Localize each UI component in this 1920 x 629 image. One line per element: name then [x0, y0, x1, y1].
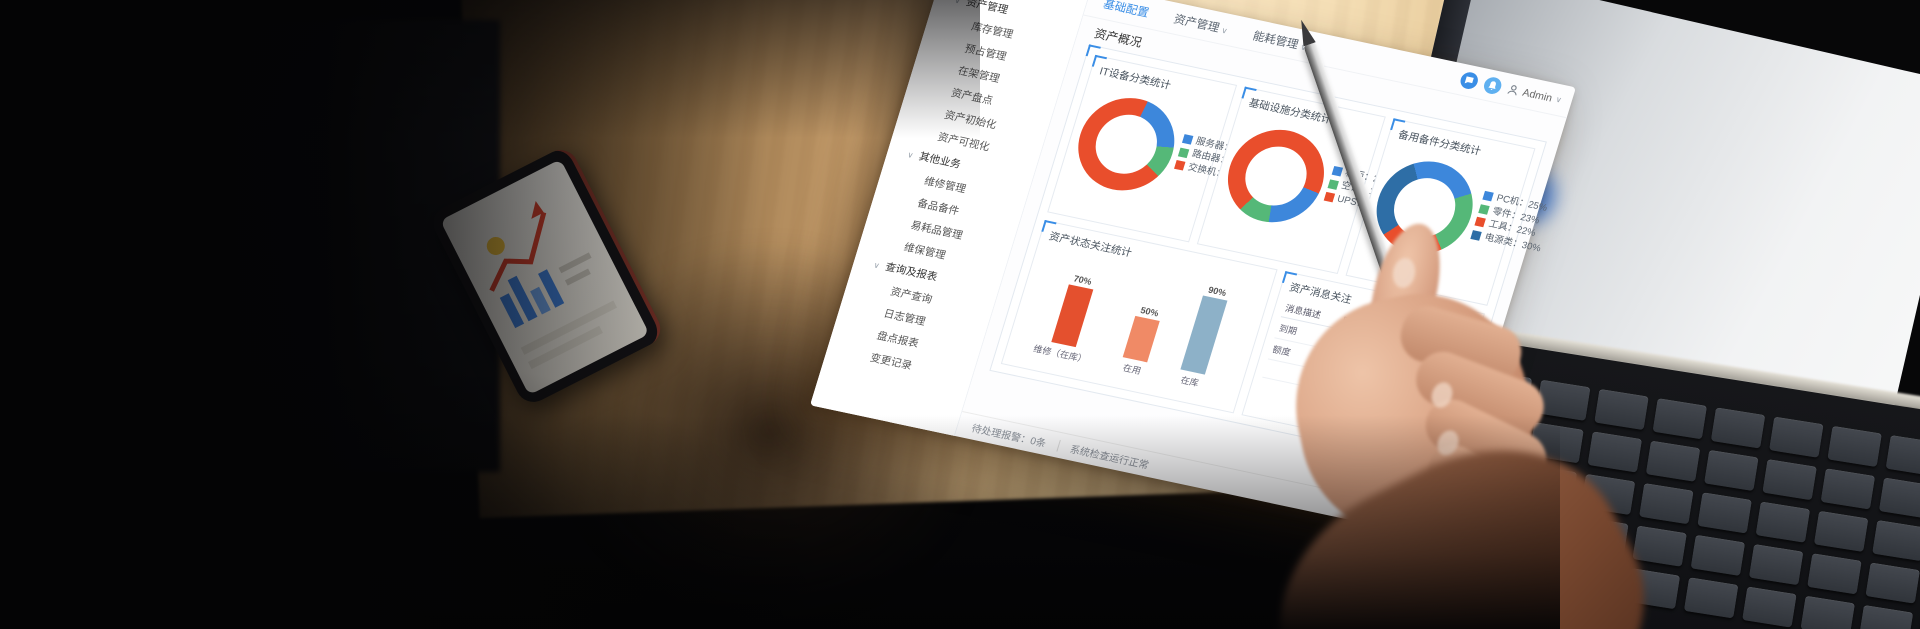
laptop-key	[1885, 434, 1920, 477]
legend-swatch	[1327, 178, 1339, 190]
legend-swatch	[1331, 165, 1343, 177]
caret-down-icon: ∨	[1554, 94, 1563, 105]
bar-category-label: 在用	[1121, 362, 1143, 377]
laptop-key	[1638, 482, 1694, 525]
laptop-key	[1820, 468, 1876, 510]
laptop-key	[1594, 388, 1649, 431]
legend-swatch	[1470, 230, 1483, 241]
caret-down-icon: ∨	[1220, 25, 1229, 36]
bell-icon[interactable]	[1482, 75, 1504, 96]
laptop-key	[1690, 534, 1746, 577]
caret-down-icon: ∨	[872, 260, 881, 271]
bar-group: 90% 在库	[1176, 281, 1232, 390]
bar	[1180, 295, 1228, 375]
bar-group: 70% 维修（在库）	[1032, 251, 1117, 366]
bar-category-label: 维修（在库）	[1032, 343, 1088, 365]
laptop-key	[1742, 586, 1797, 628]
chart-legend: 服务器：20% 路由器：11% 交换机：69%	[1173, 132, 1253, 184]
user-label: Admin	[1521, 86, 1554, 104]
legend-swatch	[1323, 191, 1335, 203]
user-menu[interactable]: Admin ∨	[1506, 83, 1563, 106]
laptop-key	[1878, 477, 1920, 519]
nav-tab[interactable]: 能耗管理∨	[1251, 27, 1309, 54]
legend-swatch	[1474, 217, 1487, 228]
laptop-key	[1755, 501, 1811, 543]
legend-swatch	[1174, 160, 1186, 171]
donut-chart	[1066, 89, 1187, 200]
legend-swatch	[1178, 147, 1190, 158]
donut-chart	[1215, 121, 1336, 231]
donut-hole	[1088, 109, 1165, 180]
laptop-key	[1632, 525, 1687, 567]
sidebar-item-label: 变更记录	[868, 351, 914, 373]
message-icon[interactable]	[1458, 70, 1481, 91]
laptop-key	[1865, 562, 1920, 604]
laptop-key	[1645, 440, 1701, 482]
legend-swatch	[1181, 134, 1194, 145]
nav-tab[interactable]: 基础配置	[1102, 0, 1152, 20]
legend-swatch	[1478, 204, 1491, 215]
laptop-key	[1587, 431, 1643, 473]
laptop-key	[1748, 543, 1804, 586]
nav-tab-label: 基础配置	[1101, 0, 1151, 20]
chart-legend: PC机：25% 零件：23% 工具：22% 电源类：30%	[1470, 189, 1548, 254]
laptop-key	[1768, 416, 1824, 458]
donut-hole	[1237, 140, 1314, 212]
laptop-key	[1703, 449, 1759, 492]
pie-chart: 服务器：20% 路由器：11% 交换机：69%	[1066, 82, 1253, 206]
laptop-key	[1697, 492, 1752, 534]
bar-group: 50% 在用	[1118, 269, 1174, 378]
legend-swatch	[1482, 191, 1495, 202]
caret-down-icon: ∨	[953, 0, 962, 6]
bar-category-label: 在库	[1179, 374, 1200, 389]
divider	[1056, 439, 1061, 452]
laptop-key	[1827, 425, 1882, 468]
bar	[1050, 284, 1093, 348]
laptop-key	[1535, 379, 1591, 421]
nav-tab[interactable]: 资产管理∨	[1172, 10, 1230, 37]
caret-down-icon: ∨	[906, 150, 915, 161]
nav-tab-label: 资产管理	[1172, 13, 1221, 35]
bar	[1122, 315, 1160, 363]
nav-tab-label: 能耗管理	[1251, 29, 1300, 52]
laptop-key	[1762, 458, 1817, 501]
laptop-key	[1872, 519, 1920, 562]
laptop-key	[1683, 577, 1739, 619]
laptop-key	[1813, 510, 1869, 553]
laptop-key	[1807, 553, 1862, 595]
laptop-key	[1800, 595, 1856, 629]
laptop-key	[1652, 398, 1708, 440]
user-icon	[1507, 85, 1518, 96]
laptop-key	[1710, 407, 1766, 449]
laptop-key	[1858, 604, 1914, 629]
